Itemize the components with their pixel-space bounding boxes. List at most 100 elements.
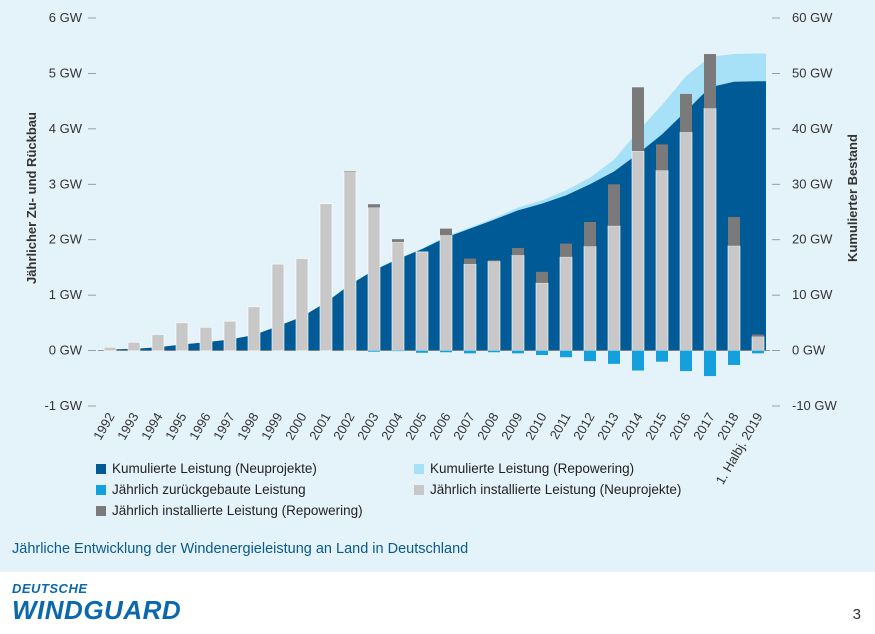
x-axis-tick-label: 1993 xyxy=(114,410,141,443)
bar-installiert-neuprojekte xyxy=(103,346,117,351)
bar-installiert-neuprojekte xyxy=(511,254,525,351)
logo-line1: DEUTSCHE xyxy=(12,581,88,596)
bar-installiert-neuprojekte xyxy=(439,234,453,351)
x-axis-tick-label: 2017 xyxy=(690,410,717,443)
bar-installiert-neuprojekte xyxy=(175,322,189,351)
right-axis-tick-label: 10 GW xyxy=(792,287,833,302)
bar-zurueckgebaut xyxy=(656,350,668,362)
x-axis-tick-label: 2005 xyxy=(402,410,429,443)
legend-swatch xyxy=(414,484,424,495)
deutsche-windguard-logo: DEUTSCHE WINDGUARD xyxy=(12,582,181,623)
x-axis-tick-label: 2008 xyxy=(474,410,501,443)
legend-item-kum-neu: Kumulierte Leistung (Neuprojekte) xyxy=(96,461,317,476)
bar-installiert-repowering xyxy=(560,243,572,257)
bar-installiert-repowering xyxy=(608,184,620,226)
bar-zurueckgebaut xyxy=(608,350,620,364)
legend-label: Jährlich installierte Leistung (Neuproje… xyxy=(430,482,682,497)
bar-installiert-neuprojekte xyxy=(391,241,405,351)
x-axis-tick-label: 2000 xyxy=(282,410,309,443)
x-axis-tick-label: 2015 xyxy=(642,410,669,443)
bar-installiert-neuprojekte xyxy=(343,171,357,351)
bar-installiert-repowering xyxy=(512,248,524,256)
x-axis-tick-label: 1998 xyxy=(234,410,261,443)
legend-label: Kumulierte Leistung (Repowering) xyxy=(430,461,635,476)
bar-installiert-neuprojekte xyxy=(751,336,765,351)
x-axis-tick-label: 1994 xyxy=(138,410,165,443)
x-axis-tick-label: 2003 xyxy=(354,410,381,443)
legend-item-kum-repo: Kumulierte Leistung (Repowering) xyxy=(414,461,634,476)
bar-installiert-repowering xyxy=(392,239,404,242)
left-axis-tick-label: 1 GW xyxy=(49,287,83,302)
bar-installiert-neuprojekte xyxy=(319,203,333,351)
x-axis-tick-label: 2007 xyxy=(450,410,477,443)
left-axis-tick-label: 5 GW xyxy=(49,65,83,80)
logo-line2: WINDGUARD xyxy=(12,595,182,625)
bar-installiert-repowering xyxy=(704,54,716,109)
legend-swatch xyxy=(414,463,424,474)
page-number: 3 xyxy=(852,606,861,623)
bar-installiert-neuprojekte xyxy=(631,150,645,351)
right-axis-tick-label: 50 GW xyxy=(792,65,833,80)
chart-svg: -1 GW 0 GW 1 GW 2 GW 3 GW 4 GW 5 GW 6 GW -10 GW 0… xyxy=(24,10,860,487)
left-axis-tick-label: 4 GW xyxy=(49,121,83,136)
right-axis-tick-label: 60 GW xyxy=(792,10,833,25)
bar-installiert-neuprojekte xyxy=(583,246,597,351)
right-axis-title: Kumulierter Bestand xyxy=(845,134,860,262)
bar-zurueckgebaut xyxy=(704,350,716,377)
bar-installiert-repowering xyxy=(440,228,452,236)
bar-zurueckgebaut xyxy=(632,350,644,371)
legend-swatch xyxy=(96,463,106,474)
right-axis-tick-label: 20 GW xyxy=(792,232,833,247)
x-axis-tick-label: 2011 xyxy=(547,410,574,442)
legend-item-inst-repo: Jährlich installierte Leistung (Repoweri… xyxy=(96,503,363,518)
left-axis-tick-label: 3 GW xyxy=(49,176,83,191)
right-axis-tick-label: 40 GW xyxy=(792,121,833,136)
legend-label: Jährlich zurückgebaute Leistung xyxy=(112,482,306,497)
bar-zurueckgebaut xyxy=(728,350,740,365)
x-axis-tick-label: 1999 xyxy=(258,410,285,443)
left-axis-tick-label: 2 GW xyxy=(49,232,83,247)
bar-zurueckgebaut xyxy=(440,350,452,353)
bar-installiert-repowering xyxy=(632,87,644,152)
bar-zurueckgebaut xyxy=(512,350,524,354)
bar-zurueckgebaut xyxy=(536,350,548,356)
bar-installiert-neuprojekte xyxy=(727,245,741,351)
x-axis-tick-label: 2010 xyxy=(522,410,549,443)
bar-installiert-neuprojekte xyxy=(607,225,621,351)
bar-installiert-repowering xyxy=(488,260,500,262)
x-axis-tick-label: 2002 xyxy=(330,410,357,443)
bar-installiert-neuprojekte xyxy=(487,261,501,351)
bar-zurueckgebaut xyxy=(488,350,500,353)
x-axis-tick-label: 2004 xyxy=(378,410,405,443)
bar-installiert-neuprojekte xyxy=(223,320,237,351)
x-axis-tick-label: 1997 xyxy=(210,410,237,443)
bar-installiert-repowering xyxy=(584,221,596,247)
x-axis-tick-label: 1995 xyxy=(162,410,189,443)
bar-installiert-repowering xyxy=(752,334,764,337)
bar-installiert-repowering xyxy=(464,258,476,265)
bar-zurueckgebaut xyxy=(560,350,572,358)
right-axis-tick-label: 30 GW xyxy=(792,176,833,191)
legend-swatch xyxy=(96,484,106,495)
bar-zurueckgebaut xyxy=(416,350,428,353)
bar-zurueckgebaut xyxy=(680,350,692,372)
right-axis-tick-label: 0 GW xyxy=(792,343,826,358)
bar-zurueckgebaut xyxy=(464,350,476,354)
bar-installiert-repowering xyxy=(368,204,380,208)
x-axis-tick-label: 2009 xyxy=(498,410,525,443)
left-axis-tick-label: 0 GW xyxy=(49,343,83,358)
chart-caption: Jährliche Entwicklung der Windenergielei… xyxy=(12,541,469,557)
bar-installiert-neuprojekte xyxy=(247,306,261,351)
x-axis-tick-label: 2014 xyxy=(618,410,645,443)
x-axis-tick-label: 2012 xyxy=(570,410,597,443)
bar-installiert-neuprojekte xyxy=(679,131,693,351)
bar-installiert-neuprojekte xyxy=(295,258,309,351)
bar-installiert-repowering xyxy=(536,271,548,283)
bar-installiert-neuprojekte xyxy=(199,326,213,351)
bar-installiert-neuprojekte xyxy=(415,251,429,351)
legend-label: Kumulierte Leistung (Neuprojekte) xyxy=(112,461,317,476)
legend-label: Jährlich installierte Leistung (Repoweri… xyxy=(112,503,363,518)
chart-panel: -1 GW 0 GW 1 GW 2 GW 3 GW 4 GW 5 GW 6 GW -10 GW 0… xyxy=(0,0,875,572)
bar-installiert-neuprojekte xyxy=(271,263,285,351)
area-kumulierte-neuprojekte xyxy=(110,81,766,351)
